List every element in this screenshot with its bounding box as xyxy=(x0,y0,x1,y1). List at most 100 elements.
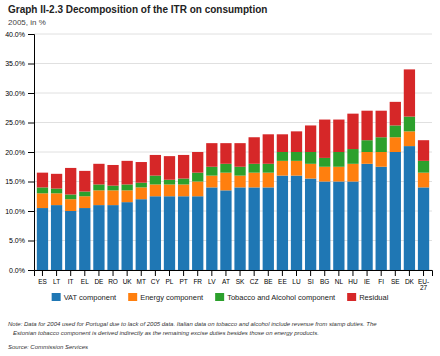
bar xyxy=(93,190,104,205)
bar xyxy=(249,187,260,270)
legend-label: VAT component xyxy=(64,293,117,302)
x-tick-label: FI xyxy=(378,278,384,285)
bar xyxy=(79,208,90,270)
grid-line xyxy=(34,34,432,35)
bar xyxy=(291,176,302,270)
x-tick: EE xyxy=(278,270,287,285)
bar xyxy=(263,173,274,188)
bar xyxy=(150,184,161,196)
chart: Graph II-2.3 Decomposition of the ITR on… xyxy=(0,0,440,356)
x-tick-label: ES xyxy=(38,278,47,285)
bar xyxy=(305,125,316,152)
x-tick-label: CZ xyxy=(250,278,259,285)
bar xyxy=(206,187,217,270)
bar xyxy=(418,187,429,270)
x-tick-mark xyxy=(113,270,114,276)
x-tick-mark xyxy=(98,270,99,276)
annotation: Note: Data for 2004 used for Portugal du… xyxy=(8,321,377,327)
bar xyxy=(150,196,161,270)
bar xyxy=(178,184,189,196)
bar xyxy=(192,182,203,197)
bar xyxy=(361,152,372,164)
x-tick: DE xyxy=(94,270,104,285)
bar xyxy=(333,182,344,271)
bar xyxy=(249,164,260,173)
bar xyxy=(277,161,288,176)
bar xyxy=(305,179,316,270)
bar xyxy=(319,158,330,167)
y-tick-label: 35.0% xyxy=(5,60,25,67)
x-tick: PL xyxy=(166,270,174,285)
x-tick-mark xyxy=(183,270,184,276)
bar xyxy=(376,111,387,138)
y-tick: 5.0% xyxy=(9,237,34,244)
x-tick-mark xyxy=(367,270,368,276)
bar xyxy=(361,111,372,141)
x-tick: LV xyxy=(208,270,216,285)
bar xyxy=(390,125,401,137)
y-tick-label: 15.0% xyxy=(5,178,25,185)
y-tick-mark xyxy=(28,241,34,242)
x-tick-mark xyxy=(395,270,396,276)
bar xyxy=(305,152,316,164)
y-axis-line xyxy=(28,35,35,271)
bar xyxy=(37,208,48,270)
bar xyxy=(65,199,76,211)
bar xyxy=(347,182,358,271)
x-tick: SK xyxy=(236,270,245,285)
bar xyxy=(178,155,189,179)
x-tick-mark xyxy=(381,270,382,276)
x-tick-mark xyxy=(324,270,325,276)
y-tick-mark xyxy=(28,182,34,183)
x-tick: BE xyxy=(264,270,273,285)
bar xyxy=(122,190,133,202)
legend-label: Tobacco and Alcohol component xyxy=(227,293,336,302)
bar xyxy=(122,184,133,190)
bar xyxy=(150,155,161,176)
x-tick-mark xyxy=(56,270,57,276)
x-tick: FI xyxy=(378,270,384,285)
bar xyxy=(122,161,133,185)
bar xyxy=(234,143,245,167)
bar xyxy=(79,171,90,192)
y-tick-mark xyxy=(28,34,34,35)
x-tick-mark xyxy=(169,270,170,276)
y-tick-mark xyxy=(28,152,34,153)
y-tick: 20.0% xyxy=(5,149,34,156)
x-tick-label: PT xyxy=(179,278,187,285)
y-tick-label: 5.0% xyxy=(9,237,25,244)
x-tick-mark xyxy=(211,270,212,276)
x-tick: EU-27 xyxy=(418,270,429,291)
bar xyxy=(277,134,288,152)
bar xyxy=(192,173,203,182)
bar xyxy=(192,196,203,270)
bar xyxy=(164,156,175,180)
bar xyxy=(234,167,245,176)
x-tick-mark xyxy=(240,270,241,276)
bar xyxy=(79,192,90,197)
y-tick: 40.0% xyxy=(5,31,34,38)
bar xyxy=(65,194,76,199)
bar xyxy=(277,152,288,161)
bar xyxy=(192,152,203,173)
x-tick-label: HU xyxy=(348,278,358,285)
bar xyxy=(150,176,161,185)
x-tick-label: AT xyxy=(222,278,230,285)
bar xyxy=(277,176,288,270)
legend-item: Residual xyxy=(347,293,389,302)
x-tick: MT xyxy=(137,270,146,285)
x-tick-label: CY xyxy=(151,278,161,285)
x-tick-label: IT xyxy=(68,278,74,285)
y-tick-mark xyxy=(28,93,34,94)
x-tick-label: EL xyxy=(81,278,89,285)
x-tick: LU xyxy=(292,270,301,285)
bar xyxy=(404,69,415,116)
bar xyxy=(390,152,401,270)
x-tick-label: PL xyxy=(166,278,174,285)
bar xyxy=(164,196,175,270)
bar xyxy=(291,161,302,176)
x-tick-label: RO xyxy=(108,278,118,285)
x-axis-line xyxy=(35,271,433,277)
bar xyxy=(37,193,48,208)
legend-swatch xyxy=(347,293,356,301)
